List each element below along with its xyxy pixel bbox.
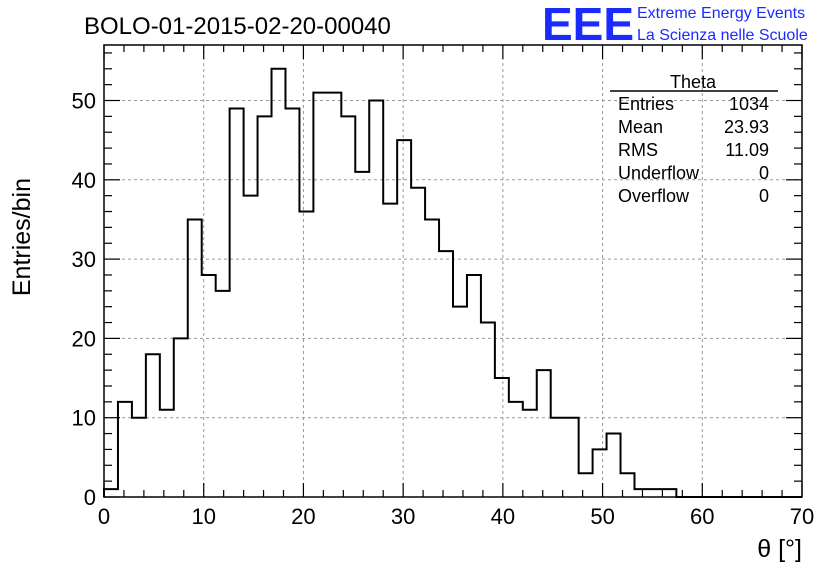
histogram-outline (103, 67, 802, 498)
y-tick-label: 0 (84, 485, 96, 510)
chart-title: BOLO-01-2015-02-20-00040 (84, 13, 391, 40)
x-tick-label: 70 (790, 504, 814, 529)
x-tick-label: 40 (491, 504, 515, 529)
x-tick-label: 0 (98, 504, 110, 529)
y-tick-label: 20 (72, 326, 96, 351)
eee-logo: EEE Extreme Energy Events La Scienza nel… (542, 0, 808, 50)
x-axis-label: θ [°] (757, 535, 802, 563)
stats-row-value: 0 (759, 186, 769, 206)
x-tick-label: 30 (391, 504, 415, 529)
logo-line-2: La Scienza nelle Scuole (637, 27, 808, 44)
y-axis-label: Entries/bin (8, 178, 36, 296)
stats-row-value: 11.09 (725, 140, 769, 160)
stats-row-label: RMS (618, 140, 658, 160)
stats-box-name: Theta (670, 72, 717, 92)
y-tick-label: 40 (72, 168, 96, 193)
x-tick-label: 10 (191, 504, 215, 529)
y-tick-label: 30 (72, 247, 96, 272)
x-tick-labels: 0 10 20 30 40 50 60 70 (98, 504, 814, 529)
stats-box: Theta Entries 1034 Mean 23.93 RMS 11.09 Underf… (610, 72, 778, 206)
stats-box-rows: Entries 1034 Mean 23.93 RMS 11.09 Underflow 0 Ov… (618, 94, 769, 206)
stats-row-value: 23.93 (724, 117, 769, 137)
stats-row-value: 1034 (729, 94, 769, 114)
stats-row-label: Underflow (618, 163, 700, 183)
y-tick-label: 10 (72, 406, 96, 431)
stats-row-label: Mean (618, 117, 663, 137)
x-tick-label: 60 (690, 504, 714, 529)
y-tick-label: 50 (72, 89, 96, 114)
y-tick-labels: 0 10 20 30 40 50 (72, 89, 96, 510)
x-tick-label: 20 (291, 504, 315, 529)
logo-mark: EEE (542, 0, 634, 50)
stats-row-value: 0 (759, 163, 769, 183)
axis-ticks (103, 45, 803, 498)
stats-row-label: Entries (618, 94, 674, 114)
x-tick-label: 50 (590, 504, 614, 529)
plot-frame (103, 44, 803, 498)
logo-line-1: Extreme Energy Events (637, 5, 805, 22)
stats-row-label: Overflow (618, 186, 690, 206)
